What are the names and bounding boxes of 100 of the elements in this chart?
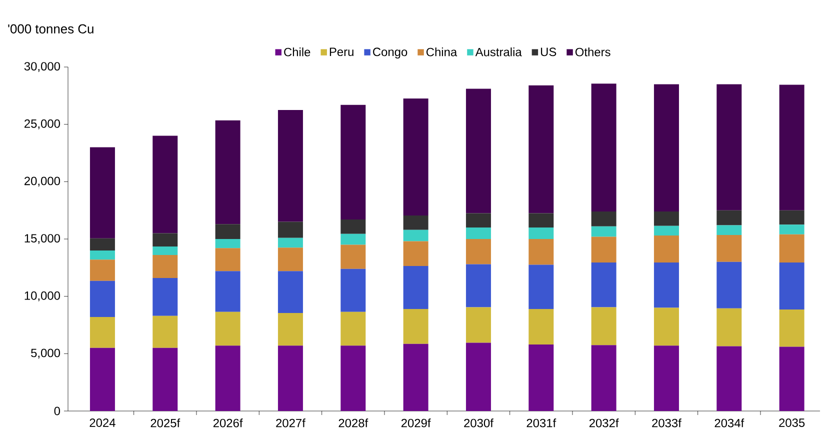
bar (591, 226, 616, 237)
y-tick-label: 30,000 (24, 62, 60, 72)
bar (278, 346, 303, 411)
bar (278, 238, 303, 248)
bar (654, 308, 679, 346)
bar (528, 213, 554, 228)
bar (340, 104, 366, 220)
bar (278, 248, 303, 272)
x-tick-label: 2024 (90, 418, 116, 427)
y-tick-label: 10,000 (24, 291, 60, 302)
bar (591, 84, 616, 212)
bar (278, 222, 303, 238)
bar (466, 264, 491, 308)
bar (779, 224, 804, 234)
bar (466, 88, 491, 214)
bar (779, 210, 804, 225)
bar (215, 120, 240, 224)
bar (466, 213, 491, 228)
x-tick-label: 2035 (779, 418, 805, 427)
bar (152, 348, 178, 411)
bar (403, 344, 428, 411)
bar (90, 348, 115, 411)
bar (90, 316, 115, 348)
bar (215, 346, 240, 411)
x-tick-label: 2033f (652, 418, 682, 428)
bar (528, 228, 554, 239)
bar (466, 307, 491, 343)
bar (654, 262, 679, 308)
bar (403, 230, 428, 242)
bar (466, 228, 491, 239)
legend-label: US (540, 48, 556, 56)
bar (340, 312, 366, 346)
x-tick-label: 2028f (338, 418, 368, 428)
bar (716, 346, 742, 411)
bar (716, 308, 742, 346)
legend-label: Others (575, 48, 610, 56)
bar (716, 262, 742, 308)
bar (90, 280, 115, 317)
y-axis-title: '000 tonnes Cu (8, 24, 94, 34)
bar (215, 312, 240, 346)
legend-label: China (426, 48, 458, 56)
bar (152, 246, 178, 256)
bar (779, 84, 804, 210)
bar (152, 278, 178, 316)
bar (215, 248, 240, 272)
bar (90, 147, 115, 238)
bar (278, 271, 303, 313)
bar (591, 236, 616, 263)
y-tick-label: 5,000 (31, 348, 60, 359)
x-tick-label: 2029f (401, 418, 431, 428)
bar (340, 234, 366, 245)
bar (215, 271, 240, 312)
bar (152, 255, 178, 278)
bar (340, 346, 366, 411)
bar (403, 266, 428, 309)
y-tick-label: 15,000 (24, 234, 60, 244)
bar (654, 211, 679, 226)
bar (528, 308, 554, 344)
bar (403, 241, 428, 266)
bar (466, 342, 491, 411)
x-tick-label: 2030f (464, 418, 494, 428)
legend-label: Peru (330, 48, 354, 56)
bar (340, 220, 366, 234)
bar (278, 110, 303, 222)
legend-label: Congo (373, 48, 408, 58)
bar (654, 236, 679, 263)
bar (215, 239, 240, 248)
bar (716, 225, 742, 235)
bar (278, 312, 303, 346)
bar (466, 239, 491, 264)
bar (716, 210, 742, 226)
bar (779, 346, 804, 411)
bar (215, 224, 240, 239)
bar (654, 226, 679, 236)
bar (591, 345, 616, 411)
bar (591, 211, 616, 226)
bar (90, 260, 115, 281)
legend-label: Chile (284, 48, 310, 56)
bar (90, 250, 115, 260)
bar (779, 310, 804, 347)
bar (403, 308, 428, 344)
bar (528, 85, 554, 214)
bar (340, 244, 366, 269)
bar (528, 264, 554, 309)
bar (716, 234, 742, 262)
y-tick-label: 20,000 (24, 176, 60, 187)
x-tick-label: 2027f (276, 418, 306, 428)
bar (779, 262, 804, 310)
x-tick-label: 2025f (150, 418, 180, 428)
bar (779, 234, 804, 263)
legend-label: Australia (475, 48, 522, 56)
bar (528, 344, 554, 411)
bar (152, 316, 178, 348)
bar (403, 215, 428, 230)
bar (152, 233, 178, 246)
x-tick-label: 2034f (714, 418, 744, 428)
bar (591, 262, 616, 308)
bar (716, 84, 742, 210)
bar (152, 136, 178, 234)
bar (403, 98, 428, 216)
